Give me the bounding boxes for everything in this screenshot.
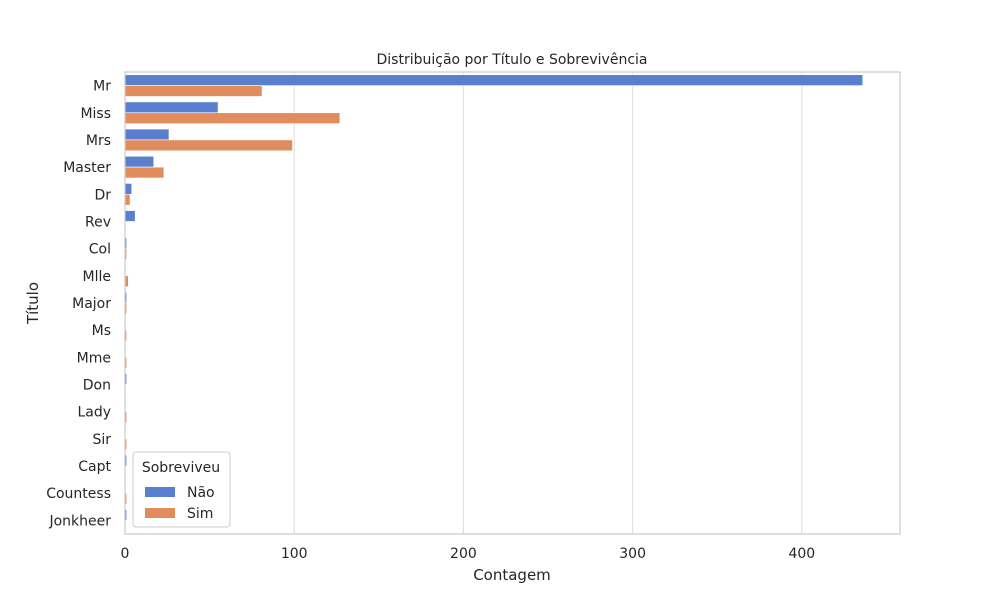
bar-master-nao xyxy=(124,155,155,168)
y-tick-label-mme: Mme xyxy=(77,350,111,366)
y-tick-label-sir: Sir xyxy=(92,432,111,448)
x-tick-label-200: 200 xyxy=(450,546,477,562)
bar-mrs-nao xyxy=(124,128,170,141)
y-tick-label-jonkheer: Jonkheer xyxy=(48,513,111,529)
bars xyxy=(124,74,864,521)
y-tick-label-major: Major xyxy=(72,296,111,312)
legend-title: Sobreviveu xyxy=(142,460,220,476)
bar-miss-nao xyxy=(124,101,219,114)
x-tick-label-0: 0 xyxy=(121,546,130,562)
y-tick-label-mr: Mr xyxy=(93,79,111,95)
legend: Sobreviveu Não Sim xyxy=(132,451,231,528)
y-tick-label-don: Don xyxy=(83,378,111,394)
x-tick-label-300: 300 xyxy=(619,546,646,562)
y-tick-labels: Mr Miss Mrs Master Dr Rev Col Mlle Major Ms Mme Don… xyxy=(46,79,111,530)
y-tick-label-countess: Countess xyxy=(46,486,111,502)
bar-miss-sim xyxy=(124,112,341,124)
bar-mr-sim xyxy=(124,85,263,97)
y-tick-label-dr: Dr xyxy=(94,187,111,203)
y-tick-label-capt: Capt xyxy=(78,459,111,475)
bar-rev-nao xyxy=(124,210,136,222)
legend-swatch-sim xyxy=(145,508,175,518)
bar-dr-nao xyxy=(124,183,133,195)
bar-dr-sim xyxy=(124,193,131,206)
x-tick-label-400: 400 xyxy=(788,546,815,562)
legend-swatch-nao xyxy=(145,487,175,497)
bar-mr-nao xyxy=(124,74,864,86)
x-tick-labels: 0 100 200 300 400 xyxy=(121,546,816,562)
x-tick-label-100: 100 xyxy=(281,546,308,562)
bar-master-sim xyxy=(124,166,165,179)
y-tick-label-rev: Rev xyxy=(85,214,111,230)
y-tick-label-col: Col xyxy=(89,242,111,258)
y-tick-label-mrs: Mrs xyxy=(86,133,111,149)
legend-label-nao: Não xyxy=(187,485,215,501)
bar-mrs-sim xyxy=(124,139,293,152)
y-axis-label: Título xyxy=(24,282,42,325)
y-tick-label-ms: Ms xyxy=(92,323,111,339)
x-axis-label: Contagem xyxy=(473,566,551,584)
chart-title: Distribuição por Título e Sobrevivência xyxy=(377,52,648,68)
legend-label-sim: Sim xyxy=(187,506,213,522)
y-tick-label-master: Master xyxy=(63,160,111,176)
plot-frame xyxy=(124,71,901,535)
y-tick-label-mlle: Mlle xyxy=(83,269,111,285)
y-tick-label-miss: Miss xyxy=(80,106,111,122)
y-tick-label-lady: Lady xyxy=(77,405,111,421)
